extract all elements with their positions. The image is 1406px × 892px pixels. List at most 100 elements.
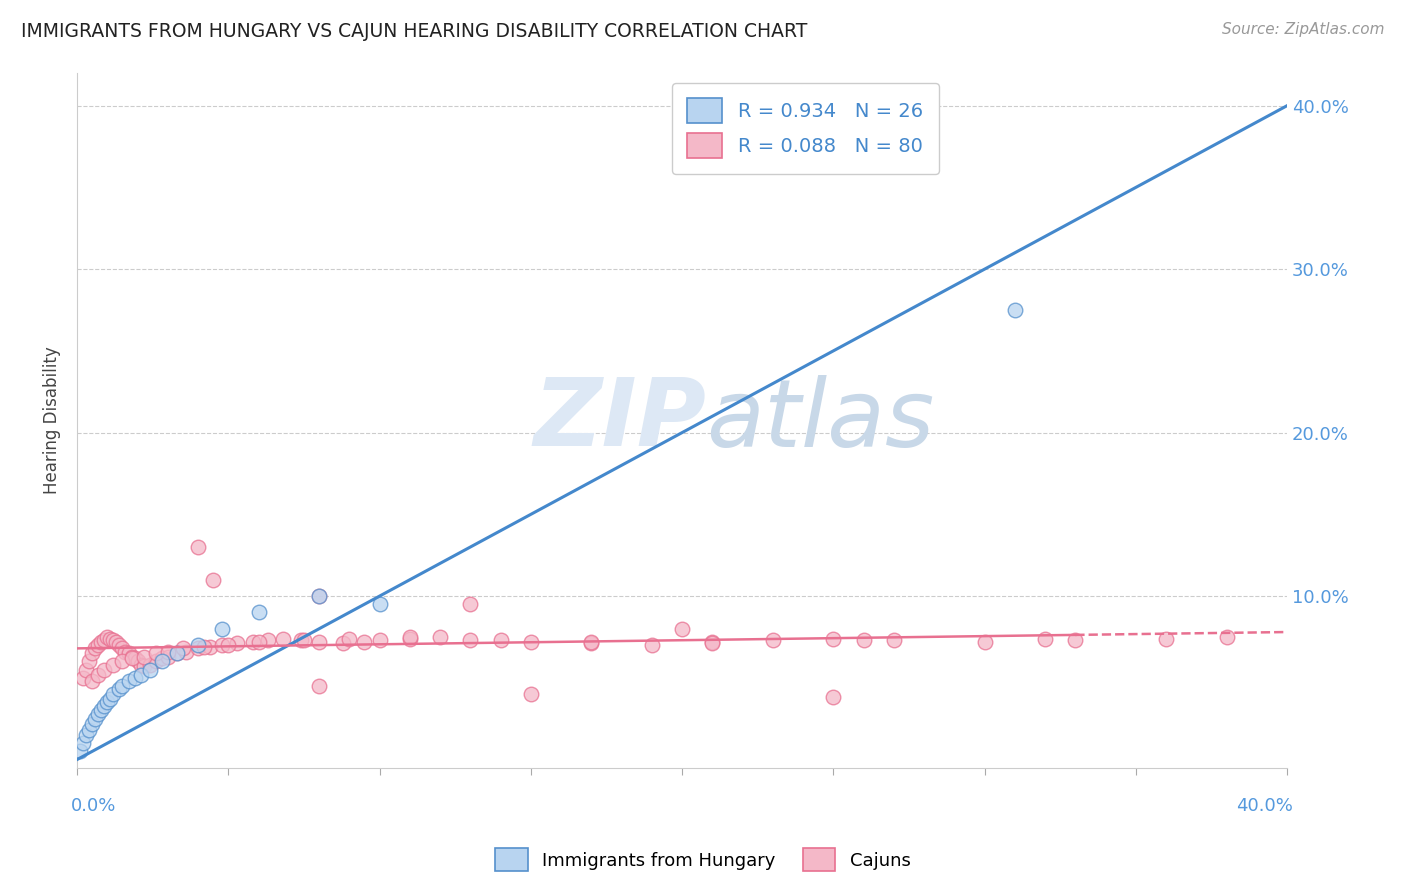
Point xyxy=(398,630,420,644)
Point xyxy=(217,638,239,652)
Point xyxy=(226,636,249,650)
Point xyxy=(82,716,104,731)
Point xyxy=(129,667,152,681)
Point xyxy=(308,589,330,603)
Legend: Immigrants from Hungary, Cajuns: Immigrants from Hungary, Cajuns xyxy=(488,841,918,879)
Point xyxy=(187,638,209,652)
Point xyxy=(124,651,146,665)
Point xyxy=(520,687,543,701)
Point xyxy=(368,597,391,611)
Point xyxy=(75,728,97,742)
Point xyxy=(87,706,110,721)
Point xyxy=(429,630,451,644)
Point xyxy=(671,622,693,636)
Point xyxy=(247,606,270,620)
Text: Source: ZipAtlas.com: Source: ZipAtlas.com xyxy=(1222,22,1385,37)
Point xyxy=(138,657,160,672)
Point xyxy=(111,679,134,693)
Point xyxy=(187,641,209,656)
Point xyxy=(290,633,312,648)
Point xyxy=(105,635,128,649)
Point xyxy=(247,635,270,649)
Point xyxy=(72,736,94,750)
Point xyxy=(211,622,233,636)
Point xyxy=(108,638,131,652)
Text: ZIP: ZIP xyxy=(533,375,706,467)
Point xyxy=(69,744,91,758)
Point xyxy=(156,649,179,664)
Point xyxy=(581,635,603,649)
Point xyxy=(337,632,360,646)
Point xyxy=(124,671,146,685)
Point xyxy=(150,655,173,669)
Point xyxy=(762,633,785,648)
Point xyxy=(96,630,118,644)
Point xyxy=(398,632,420,646)
Point xyxy=(520,635,543,649)
Point xyxy=(1064,633,1087,648)
Point xyxy=(93,698,115,713)
Text: atlas: atlas xyxy=(706,375,935,466)
Point xyxy=(117,674,139,689)
Point xyxy=(702,636,724,650)
Point xyxy=(332,636,354,650)
Point xyxy=(93,663,115,677)
Point xyxy=(702,635,724,649)
Legend: R = 0.934   N = 26, R = 0.088   N = 80: R = 0.934 N = 26, R = 0.088 N = 80 xyxy=(672,83,939,174)
Point xyxy=(1154,632,1177,646)
Point xyxy=(150,651,173,665)
Point xyxy=(353,635,375,649)
Point xyxy=(368,633,391,648)
Point xyxy=(1215,630,1237,644)
Point xyxy=(641,638,664,652)
Point xyxy=(460,633,482,648)
Point xyxy=(111,655,134,669)
Point xyxy=(111,641,134,656)
Point xyxy=(77,655,100,669)
Point xyxy=(308,589,330,603)
Point xyxy=(581,636,603,650)
Point xyxy=(1004,303,1026,318)
Point xyxy=(82,646,104,660)
Point xyxy=(1033,632,1056,646)
Point xyxy=(489,633,512,648)
Point xyxy=(103,687,125,701)
Point xyxy=(90,704,112,718)
Point xyxy=(156,645,179,659)
Point xyxy=(172,641,194,656)
Point xyxy=(292,633,315,648)
Point xyxy=(108,682,131,697)
Point xyxy=(121,651,143,665)
Point xyxy=(103,657,125,672)
Point xyxy=(308,635,330,649)
Point xyxy=(145,646,167,660)
Point xyxy=(117,646,139,660)
Point xyxy=(127,655,149,669)
Point xyxy=(202,573,225,587)
Point xyxy=(198,640,221,654)
Point xyxy=(166,646,188,660)
Point xyxy=(84,641,107,656)
Point xyxy=(271,632,294,646)
Point xyxy=(193,640,215,654)
Point xyxy=(852,633,875,648)
Point xyxy=(166,646,188,660)
Point xyxy=(98,692,121,706)
Point xyxy=(145,655,167,669)
Y-axis label: Hearing Disability: Hearing Disability xyxy=(44,346,60,494)
Point xyxy=(973,635,995,649)
Point xyxy=(75,663,97,677)
Point xyxy=(72,671,94,685)
Point xyxy=(96,695,118,709)
Point xyxy=(103,633,125,648)
Point xyxy=(93,633,115,648)
Point xyxy=(121,649,143,664)
Point xyxy=(308,679,330,693)
Point xyxy=(82,674,104,689)
Point xyxy=(132,659,155,673)
Point xyxy=(242,635,264,649)
Point xyxy=(90,635,112,649)
Point xyxy=(174,645,197,659)
Text: 0.0%: 0.0% xyxy=(72,797,117,815)
Point xyxy=(460,597,482,611)
